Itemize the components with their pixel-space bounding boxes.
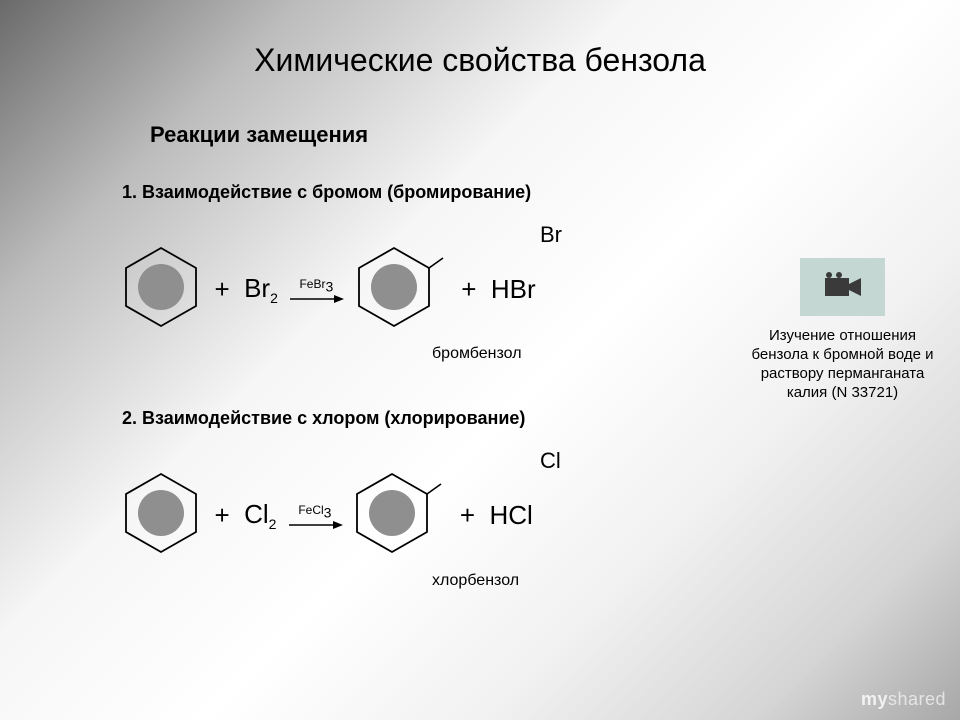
plus-sign: + — [214, 274, 229, 305]
substituent-br: Br — [540, 222, 562, 248]
camera-icon — [823, 272, 863, 302]
reagent-cl2: Cl2 — [244, 499, 276, 532]
product-label-bromobenzene: бромбензол — [432, 345, 522, 363]
reaction-2: + Cl2 FeCl3 + HCl — [122, 470, 533, 561]
reagent-sub: 2 — [269, 516, 277, 532]
arrow-icon — [287, 519, 343, 531]
reaction-arrow: FeBr3 — [288, 275, 344, 305]
bromobenzene-icon — [355, 244, 447, 335]
section-1-heading: 1. Взаимодействие с бромом (бромирование… — [122, 182, 531, 203]
byproduct-hbr: HBr — [491, 274, 536, 305]
reaction-1: + Br2 FeBr3 + HBr — [122, 244, 536, 335]
plus-sign: + — [461, 274, 476, 305]
subtitle: Реакции замещения — [150, 122, 368, 148]
reagent-br2: Br2 — [244, 273, 278, 306]
video-thumbnail[interactable] — [800, 258, 885, 316]
reagent-sub: 2 — [270, 290, 278, 306]
page-title: Химические свойства бензола — [0, 42, 960, 79]
substituent-cl: Cl — [540, 448, 561, 474]
benzene-icon — [122, 470, 200, 561]
section-2-heading: 2. Взаимодействие с хлором (хлорирование… — [122, 408, 525, 429]
slide: Химические свойства бензола Реакции заме… — [0, 0, 960, 720]
plus-sign: + — [460, 500, 475, 531]
reagent-symbol: Cl — [244, 499, 269, 529]
plus-sign: + — [214, 500, 229, 531]
catalyst-fecl3: FeCl3 — [298, 503, 331, 517]
reaction-arrow: FeCl3 — [287, 501, 343, 531]
byproduct-hcl: HCl — [489, 500, 532, 531]
watermark: myshared — [861, 689, 946, 710]
chlorobenzene-icon — [353, 470, 445, 561]
benzene-icon — [122, 244, 200, 335]
reagent-symbol: Br — [244, 273, 270, 303]
video-caption: Изучение отношения бензола к бромной вод… — [740, 326, 945, 402]
arrow-icon — [288, 293, 344, 305]
product-label-chlorobenzene: хлорбензол — [432, 572, 519, 590]
catalyst-febr3: FeBr3 — [299, 277, 333, 291]
